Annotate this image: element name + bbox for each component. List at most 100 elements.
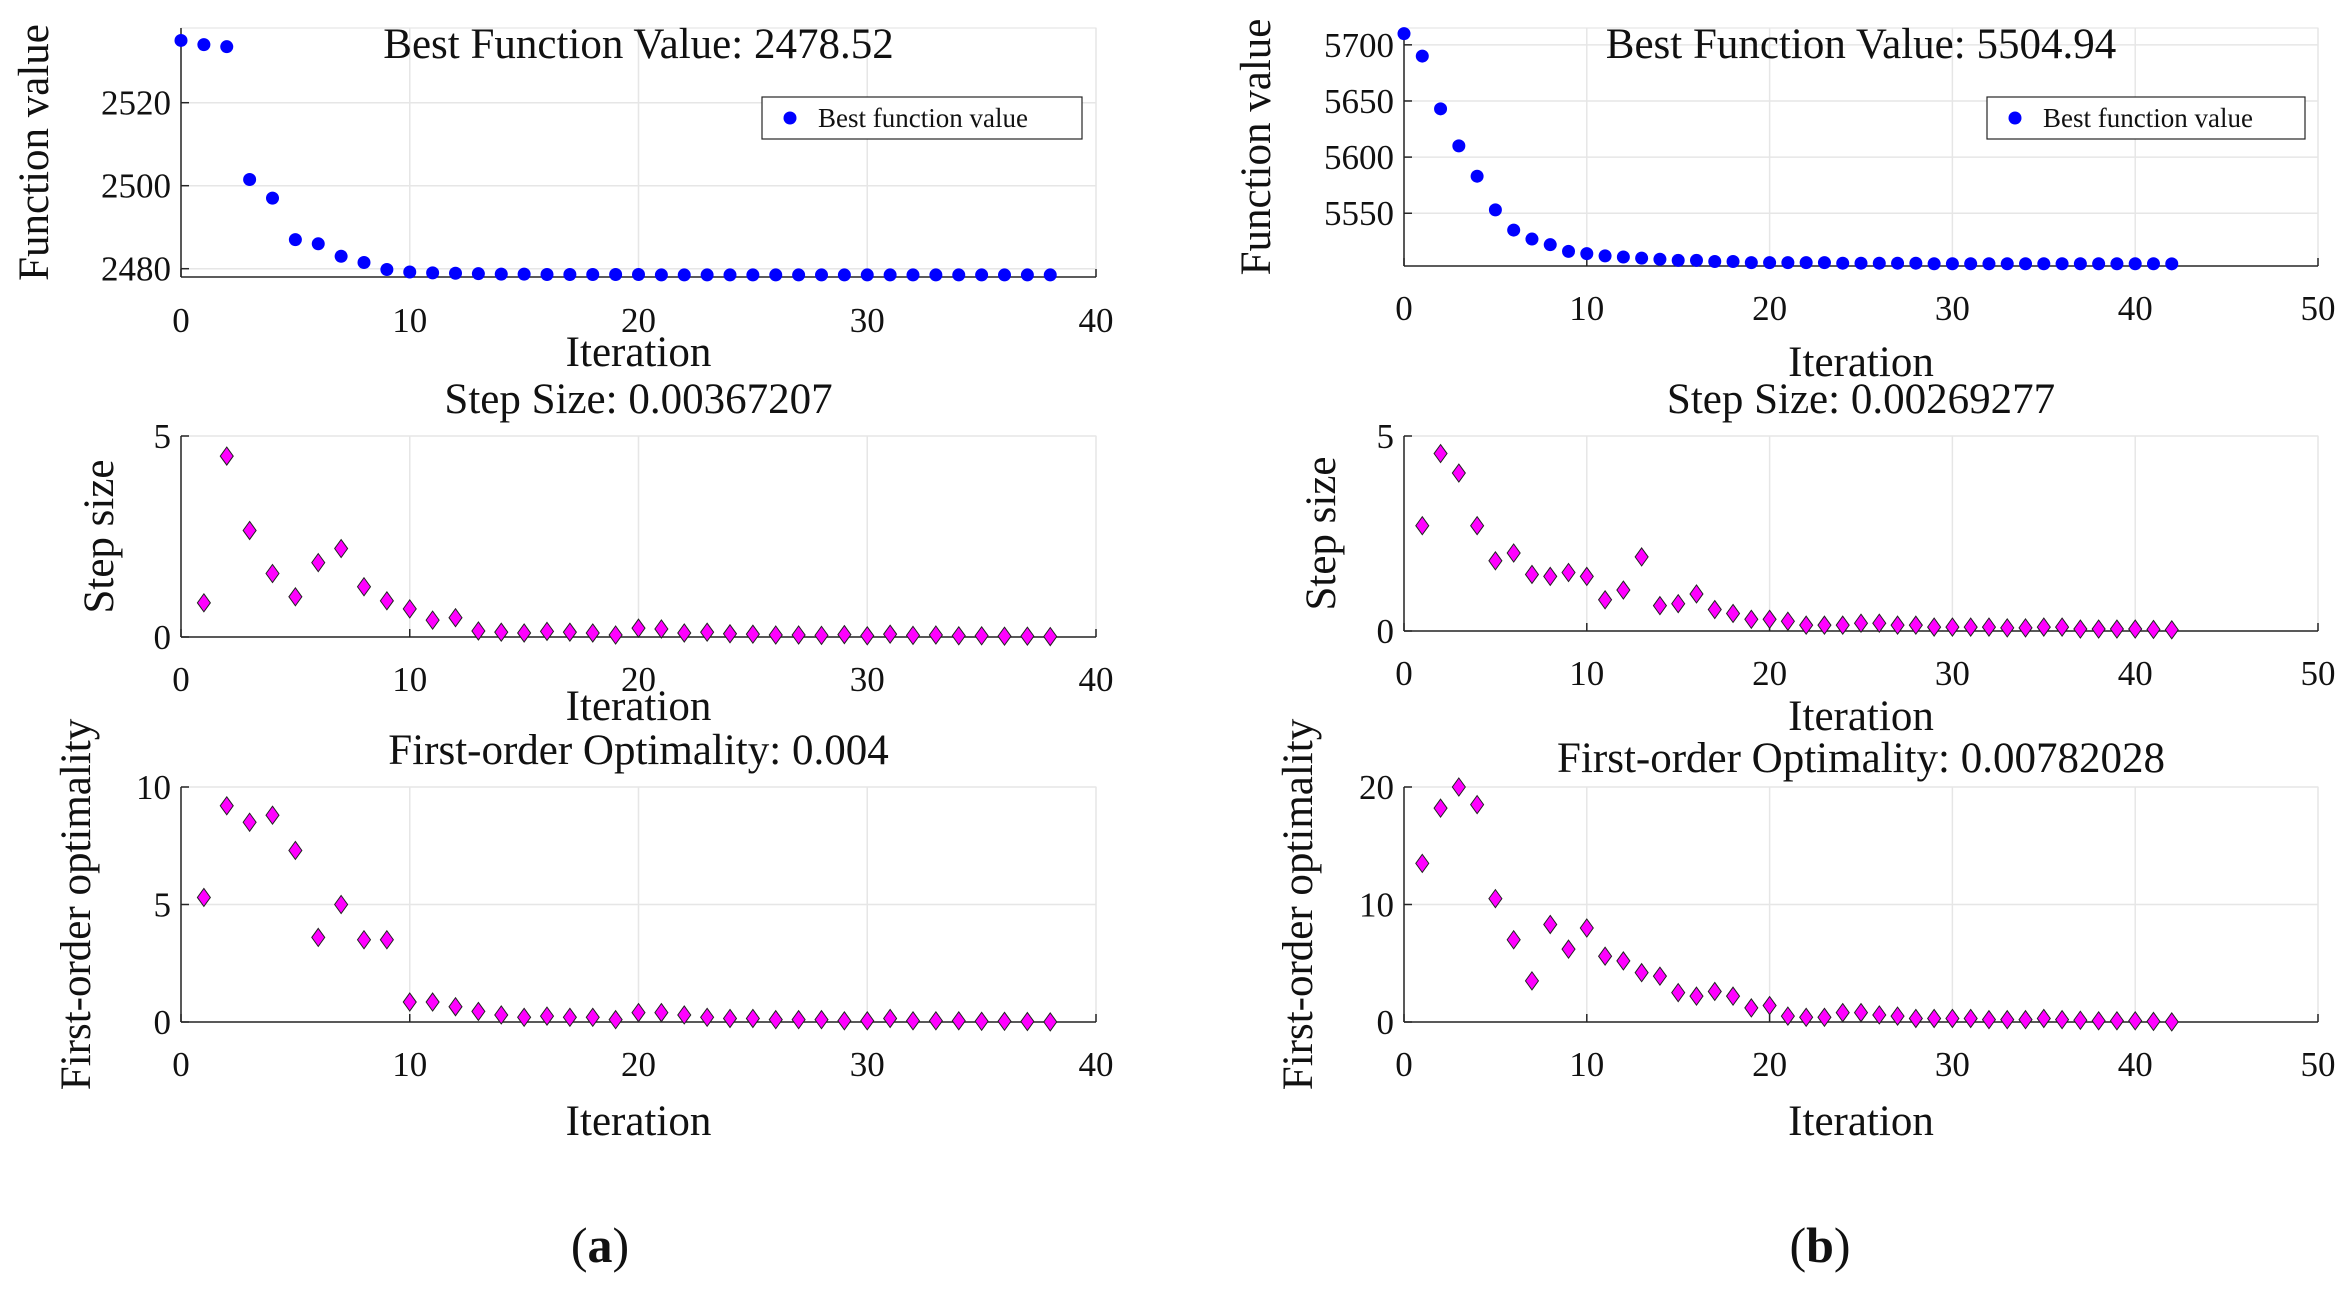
data-point <box>905 1010 921 1031</box>
data-point <box>356 576 372 597</box>
y-tick-label: 10 <box>1359 886 1394 925</box>
data-point <box>1525 232 1539 246</box>
data-point <box>243 172 257 186</box>
legend: Best function value <box>761 96 1083 140</box>
data-point <box>791 1009 806 1030</box>
data-point <box>1580 247 1594 261</box>
chart-a-step: 0 10 20 30 40 0 5 Step Size: 0.00367207 Iteratio… <box>76 376 1114 730</box>
data-point <box>2000 257 2014 271</box>
data-point <box>2055 257 2069 271</box>
legend-marker <box>783 111 797 125</box>
data-point <box>1598 249 1612 263</box>
data-point <box>1616 580 1631 600</box>
y-axis-label: Function value <box>1233 19 1280 276</box>
data-point <box>448 996 463 1017</box>
data-point <box>905 625 921 646</box>
data-point <box>1506 929 1521 950</box>
data-point <box>1652 595 1668 616</box>
subfigure-label-a: (a) <box>571 1217 629 1273</box>
data-point <box>1671 982 1686 1003</box>
data-point <box>562 622 577 643</box>
y-axis-label: First-order optimality <box>53 718 100 1090</box>
data-point <box>1981 1009 1997 1030</box>
data-point <box>517 623 532 643</box>
data-point <box>1872 256 1886 270</box>
data-point <box>997 626 1012 647</box>
x-tick-label: 10 <box>1569 1045 1604 1084</box>
x-axis-label: Iteration <box>1788 339 1934 386</box>
data-point <box>494 622 509 643</box>
data-point <box>1835 615 1850 636</box>
legend-box <box>761 96 1083 140</box>
data-point <box>426 266 440 280</box>
data-point <box>2092 257 2106 271</box>
data-point <box>471 621 486 641</box>
data-point <box>1020 626 1035 647</box>
data-point <box>1872 613 1887 634</box>
data-point <box>449 266 462 280</box>
data-point <box>1415 853 1430 874</box>
x-tick-label: 10 <box>1569 654 1604 693</box>
data-point <box>2128 257 2142 271</box>
data-point <box>1799 256 1813 270</box>
data-point <box>1909 256 1923 270</box>
data-point <box>860 268 874 282</box>
data-point <box>494 1005 509 1025</box>
data-point <box>723 268 737 282</box>
x-tick-label: 30 <box>850 1045 885 1084</box>
data-point <box>746 268 760 282</box>
plot-area <box>1403 27 2319 267</box>
data-point <box>2109 619 2125 639</box>
data-point <box>860 625 875 646</box>
data-point <box>242 812 257 833</box>
data-point <box>883 1008 898 1029</box>
x-tick-label: 40 <box>2118 654 2153 693</box>
data-point <box>974 1011 989 1032</box>
data-point <box>311 237 325 251</box>
data-point <box>2110 257 2124 271</box>
data-point <box>2165 257 2179 271</box>
data-point <box>792 268 806 282</box>
data-point <box>1689 986 1704 1007</box>
data-point <box>2146 257 2160 271</box>
data-point <box>563 268 577 282</box>
data-point <box>654 268 668 282</box>
chart-title: Step Size: 0.00269277 <box>1667 376 2055 423</box>
x-axis-label: Iteration <box>566 329 712 376</box>
x-tick-label: 30 <box>1935 1045 1970 1084</box>
data-point <box>2019 257 2033 271</box>
x-tick-label: 20 <box>621 660 656 699</box>
data-point <box>700 622 715 643</box>
data-point <box>883 624 898 645</box>
x-tick-label: 0 <box>1395 289 1413 328</box>
data-point <box>722 623 738 644</box>
data-point <box>1927 1008 1942 1029</box>
x-tick-label: 30 <box>850 301 885 340</box>
x-tick-label: 30 <box>850 660 885 699</box>
y-tick-label: 10 <box>136 768 171 807</box>
data-point <box>425 610 440 630</box>
data-point <box>745 624 760 645</box>
data-point <box>1434 102 1448 116</box>
data-point <box>265 563 280 584</box>
data-point <box>1707 599 1722 620</box>
y-tick-label: 2520 <box>101 84 171 123</box>
x-axis-label: Iteration <box>566 1098 712 1145</box>
data-point <box>357 255 371 269</box>
data-point <box>1488 888 1503 909</box>
data-point <box>815 268 828 282</box>
data-point <box>494 267 508 281</box>
data-point <box>1488 550 1503 571</box>
data-point <box>2128 1010 2143 1031</box>
data-point <box>906 268 920 282</box>
data-point <box>1981 617 1997 637</box>
data-point <box>929 268 943 282</box>
data-point <box>928 625 943 645</box>
data-point <box>174 33 188 47</box>
data-point <box>1020 268 1034 282</box>
x-tick-label: 50 <box>2301 289 2336 328</box>
data-point <box>1671 593 1686 614</box>
x-tick-label: 20 <box>1752 289 1787 328</box>
data-point <box>1451 463 1466 483</box>
data-point <box>1725 603 1741 624</box>
